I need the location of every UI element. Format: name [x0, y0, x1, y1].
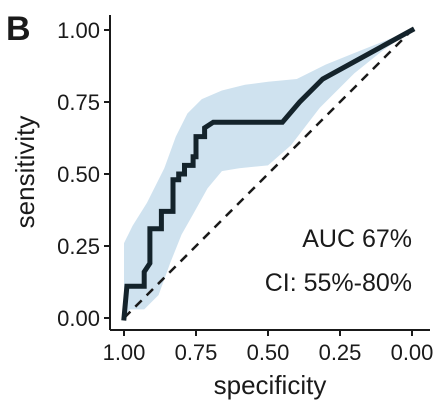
x-axis-title: specificity	[214, 370, 327, 400]
y-ticks: 0.00 0.25 0.50 0.75 1.00	[57, 18, 110, 331]
x-tick-label: 0.50	[247, 340, 290, 365]
y-tick-label: 0.25	[57, 234, 100, 259]
y-tick-label: 0.50	[57, 162, 100, 187]
y-axis-title: sensitivity	[10, 116, 40, 229]
x-tick-label: 1.00	[103, 340, 146, 365]
x-ticks: 1.00 0.75 0.50 0.25 0.00	[103, 330, 434, 365]
y-tick-label: 1.00	[57, 18, 100, 43]
auc-annotation: AUC 67%	[302, 225, 412, 253]
roc-line-layer	[121, 26, 416, 321]
panel-label: B	[6, 10, 31, 48]
roc-curve-line	[121, 26, 416, 321]
reference-line-layer	[123, 29, 413, 319]
y-tick-label: 0.75	[57, 90, 100, 115]
y-tick-label: 0.00	[57, 306, 100, 331]
reference-diagonal-line	[123, 29, 413, 319]
x-tick-label: 0.00	[391, 340, 434, 365]
axes	[109, 15, 430, 331]
x-tick-label: 0.25	[319, 340, 362, 365]
x-tick-label: 0.75	[175, 340, 218, 365]
ci-annotation: CI: 55%-80%	[265, 269, 412, 297]
